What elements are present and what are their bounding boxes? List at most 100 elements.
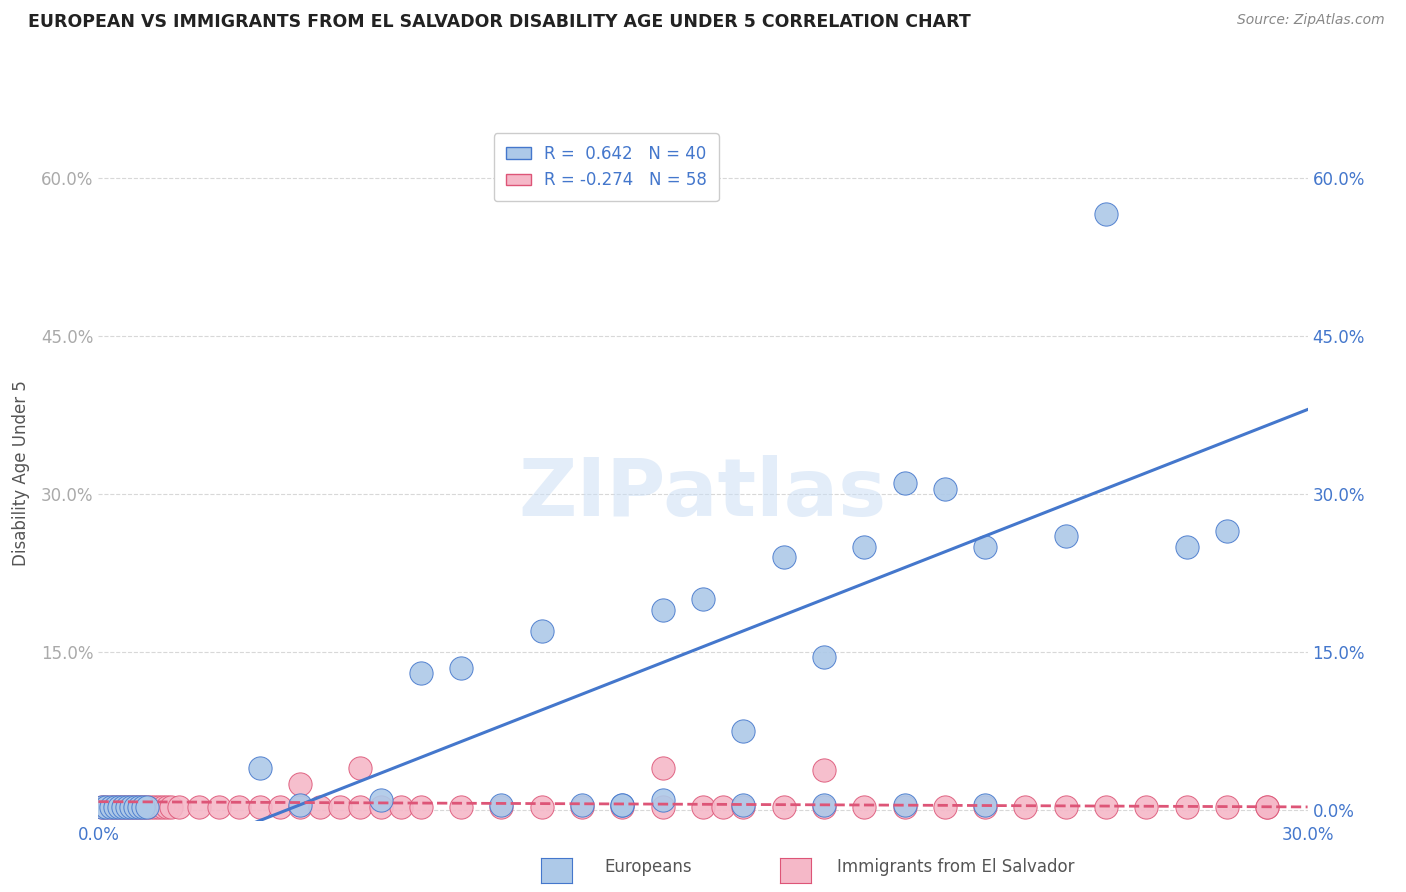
Point <box>132 800 155 814</box>
Point <box>571 800 593 814</box>
Point <box>228 800 250 814</box>
Point <box>111 800 134 814</box>
Point <box>152 800 174 814</box>
Point <box>148 800 170 814</box>
Point <box>349 761 371 775</box>
Point <box>1135 800 1157 814</box>
Y-axis label: Disability Age Under 5: Disability Age Under 5 <box>11 380 30 566</box>
Point <box>135 800 157 814</box>
Point <box>813 763 835 777</box>
Point <box>772 550 794 565</box>
Point <box>132 800 155 814</box>
Point <box>128 800 150 814</box>
Point <box>733 797 755 812</box>
Point <box>1054 529 1077 543</box>
Point <box>813 797 835 812</box>
Point <box>491 800 513 814</box>
Text: Source: ZipAtlas.com: Source: ZipAtlas.com <box>1237 13 1385 28</box>
Point <box>370 800 392 814</box>
Point <box>651 792 673 806</box>
Point <box>893 800 915 814</box>
Point <box>491 797 513 812</box>
Point <box>1256 800 1278 814</box>
Point <box>530 800 553 814</box>
Point <box>107 800 129 814</box>
Point <box>450 661 472 675</box>
Point <box>288 777 311 791</box>
Point <box>974 797 997 812</box>
Point <box>612 800 634 814</box>
Point <box>1014 800 1036 814</box>
Legend: R =  0.642   N = 40, R = -0.274   N = 58: R = 0.642 N = 40, R = -0.274 N = 58 <box>494 133 718 201</box>
Point <box>100 800 122 814</box>
Point <box>349 800 371 814</box>
Point <box>115 800 138 814</box>
Point <box>530 624 553 638</box>
Point <box>135 800 157 814</box>
Point <box>733 800 755 814</box>
Point <box>974 540 997 554</box>
Point <box>100 800 122 814</box>
Point <box>370 792 392 806</box>
Point <box>1216 800 1239 814</box>
Point <box>91 800 114 814</box>
Point <box>389 800 412 814</box>
Point <box>934 482 956 496</box>
Point <box>651 761 673 775</box>
Text: ZIPatlas: ZIPatlas <box>519 455 887 533</box>
Point <box>813 800 835 814</box>
Point <box>934 800 956 814</box>
Text: EUROPEAN VS IMMIGRANTS FROM EL SALVADOR DISABILITY AGE UNDER 5 CORRELATION CHART: EUROPEAN VS IMMIGRANTS FROM EL SALVADOR … <box>28 13 972 31</box>
Point <box>893 476 915 491</box>
Point <box>893 797 915 812</box>
Point <box>450 800 472 814</box>
Point <box>1054 800 1077 814</box>
Point <box>167 800 190 814</box>
Point <box>1175 540 1198 554</box>
Point <box>96 800 118 814</box>
Point <box>269 800 291 814</box>
Point <box>103 800 125 814</box>
Point <box>91 800 114 814</box>
Point <box>612 797 634 812</box>
Point <box>651 603 673 617</box>
Point <box>733 724 755 739</box>
Point <box>128 800 150 814</box>
Point <box>124 800 146 814</box>
Point <box>1216 524 1239 538</box>
Point <box>974 800 997 814</box>
Point <box>813 650 835 665</box>
Point <box>692 800 714 814</box>
Point <box>853 800 876 814</box>
Point <box>111 800 134 814</box>
Point <box>208 800 231 814</box>
Point <box>139 800 162 814</box>
Point <box>409 666 432 681</box>
Text: Immigrants from El Salvador: Immigrants from El Salvador <box>837 858 1074 876</box>
Point <box>772 800 794 814</box>
Point <box>612 797 634 812</box>
Point <box>124 800 146 814</box>
Point <box>1175 800 1198 814</box>
Text: Europeans: Europeans <box>605 858 692 876</box>
Point <box>692 592 714 607</box>
Point <box>143 800 166 814</box>
Point <box>1256 800 1278 814</box>
Point <box>711 800 734 814</box>
Point <box>651 800 673 814</box>
Point <box>115 800 138 814</box>
Point <box>120 800 142 814</box>
Point <box>288 800 311 814</box>
Point <box>249 800 271 814</box>
Point <box>1095 800 1118 814</box>
Point <box>160 800 183 814</box>
Point <box>96 800 118 814</box>
Point <box>188 800 211 814</box>
Point <box>120 800 142 814</box>
Point <box>1095 207 1118 221</box>
Point <box>853 540 876 554</box>
Point <box>288 797 311 812</box>
Point <box>309 800 332 814</box>
Point <box>329 800 352 814</box>
Point <box>409 800 432 814</box>
